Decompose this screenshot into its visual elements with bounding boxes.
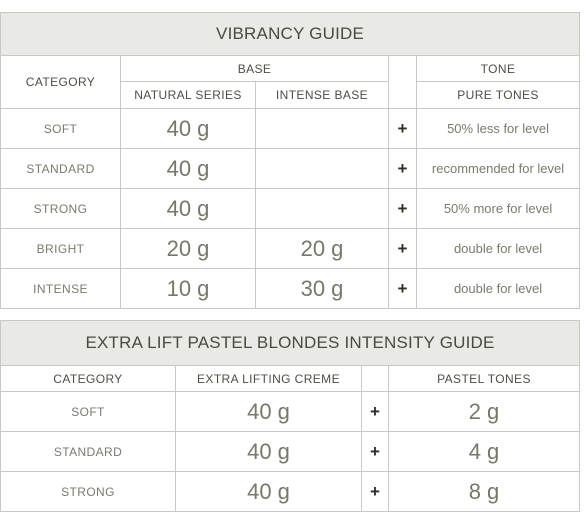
intense-base-cell bbox=[255, 148, 389, 189]
pastel-tones-cell: 2 g bbox=[388, 391, 580, 432]
category-cell: INTENSE bbox=[0, 268, 121, 309]
intense-base-header: INTENSE BASE bbox=[255, 81, 389, 109]
pure-tones-cell: 50% less for level bbox=[415, 108, 581, 149]
natural-series-cell: 40 g bbox=[120, 108, 256, 149]
base-header: BASE bbox=[120, 55, 389, 82]
plus-sign: + bbox=[361, 471, 389, 512]
table-row: SOFT 40 g + 50% less for level bbox=[0, 108, 581, 149]
plus-sign: + bbox=[388, 268, 417, 309]
natural-series-cell: 40 g bbox=[120, 188, 256, 229]
category-cell: STANDARD bbox=[0, 148, 121, 189]
table-row: STRONG 40 g + 8 g bbox=[0, 471, 580, 512]
plus-sign: + bbox=[361, 391, 389, 432]
plus-sign: + bbox=[388, 108, 417, 149]
pastel-intensity-table: EXTRA LIFT PASTEL BLONDES INTENSITY GUID… bbox=[0, 320, 580, 512]
vibrancy-guide-table: VIBRANCY GUIDE CATEGORY BASE TONE NATURA… bbox=[0, 12, 581, 309]
pure-tones-cell: double for level bbox=[415, 228, 581, 269]
table-row: INTENSE 10 g 30 g + double for level bbox=[0, 268, 581, 309]
table-row: STANDARD 40 g + 4 g bbox=[0, 431, 580, 472]
plus-sign: + bbox=[388, 148, 417, 189]
natural-series-cell: 40 g bbox=[120, 148, 256, 189]
pure-tones-cell: double for level bbox=[415, 268, 581, 309]
pastel-tones-header: PASTEL TONES bbox=[388, 365, 580, 392]
tone-header: TONE bbox=[415, 55, 581, 82]
category-header: CATEGORY bbox=[0, 55, 121, 109]
intense-base-cell: 20 g bbox=[255, 228, 389, 269]
pure-tones-cell: recommended for level bbox=[415, 148, 581, 189]
plus-header-spacer bbox=[388, 55, 417, 109]
natural-series-cell: 10 g bbox=[120, 268, 256, 309]
category-cell: STANDARD bbox=[0, 431, 176, 472]
plus-sign: + bbox=[361, 431, 389, 472]
table-row: SOFT 40 g + 2 g bbox=[0, 391, 580, 432]
table-row: STRONG 40 g + 50% more for level bbox=[0, 188, 581, 229]
extra-lifting-creme-cell: 40 g bbox=[175, 391, 362, 432]
category-cell: STRONG bbox=[0, 188, 121, 229]
table-row: BRIGHT 20 g 20 g + double for level bbox=[0, 228, 581, 269]
table-row: STANDARD 40 g + recommended for level bbox=[0, 148, 581, 189]
intense-base-cell bbox=[255, 108, 389, 149]
category-header: CATEGORY bbox=[0, 365, 176, 392]
plus-sign: + bbox=[388, 188, 417, 229]
intense-base-cell: 30 g bbox=[255, 268, 389, 309]
extra-lifting-creme-cell: 40 g bbox=[175, 431, 362, 472]
plus-sign: + bbox=[388, 228, 417, 269]
category-cell: STRONG bbox=[0, 471, 176, 512]
natural-series-cell: 20 g bbox=[120, 228, 256, 269]
category-cell: BRIGHT bbox=[0, 228, 121, 269]
category-cell: SOFT bbox=[0, 108, 121, 149]
pastel-tones-cell: 4 g bbox=[388, 431, 580, 472]
extra-lifting-creme-cell: 40 g bbox=[175, 471, 362, 512]
pastel-tones-cell: 8 g bbox=[388, 471, 580, 512]
plus-header-spacer bbox=[361, 365, 389, 392]
category-cell: SOFT bbox=[0, 391, 176, 432]
intense-base-cell bbox=[255, 188, 389, 229]
pastel-guide-title: EXTRA LIFT PASTEL BLONDES INTENSITY GUID… bbox=[0, 320, 580, 366]
pure-tones-header: PURE TONES bbox=[415, 81, 581, 109]
natural-series-header: NATURAL SERIES bbox=[120, 81, 256, 109]
pure-tones-cell: 50% more for level bbox=[415, 188, 581, 229]
extra-lifting-creme-header: EXTRA LIFTING CREME bbox=[175, 365, 362, 392]
vibrancy-guide-title: VIBRANCY GUIDE bbox=[0, 12, 581, 56]
